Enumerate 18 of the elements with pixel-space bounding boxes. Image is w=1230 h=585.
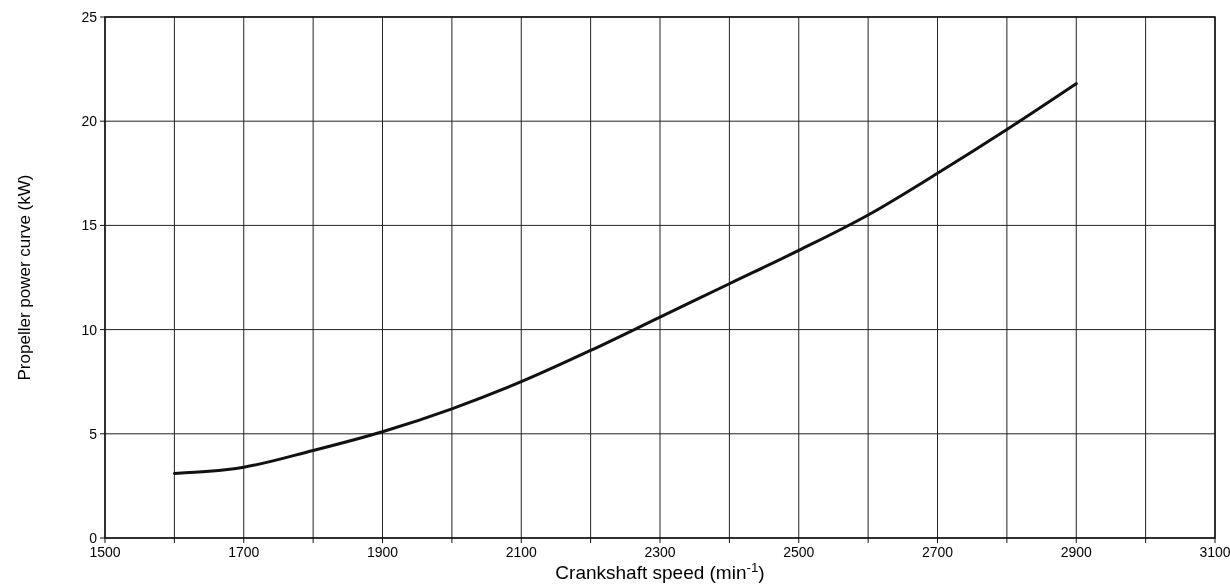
x-tick-label: 3100: [1199, 544, 1230, 560]
x-tick-label: 2500: [783, 544, 815, 560]
x-tick-label: 1700: [228, 544, 260, 560]
x-tick-label: 2700: [921, 544, 954, 560]
line-series: [172, 82, 1078, 475]
x-tick-label: 2900: [1060, 544, 1093, 560]
y-tick-label: 20: [81, 113, 98, 130]
y-tick-label: 0: [89, 530, 98, 546]
x-tick-label: 1500: [89, 544, 121, 560]
y-tick-label: 15: [81, 217, 98, 234]
y-tick-label: 25: [81, 9, 98, 25]
x-tick-label: 2100: [505, 544, 538, 560]
y-axis-title: Propeller power curve (kW): [15, 174, 34, 381]
y-tick-label: 10: [81, 321, 98, 338]
x-axis-title: Crankshaft speed (min$^{-1}$): [555, 559, 765, 583]
x-tick-label: 2300: [644, 544, 676, 560]
y-tick-label: 5: [89, 425, 98, 442]
x-tick-label: 1900: [366, 544, 399, 560]
